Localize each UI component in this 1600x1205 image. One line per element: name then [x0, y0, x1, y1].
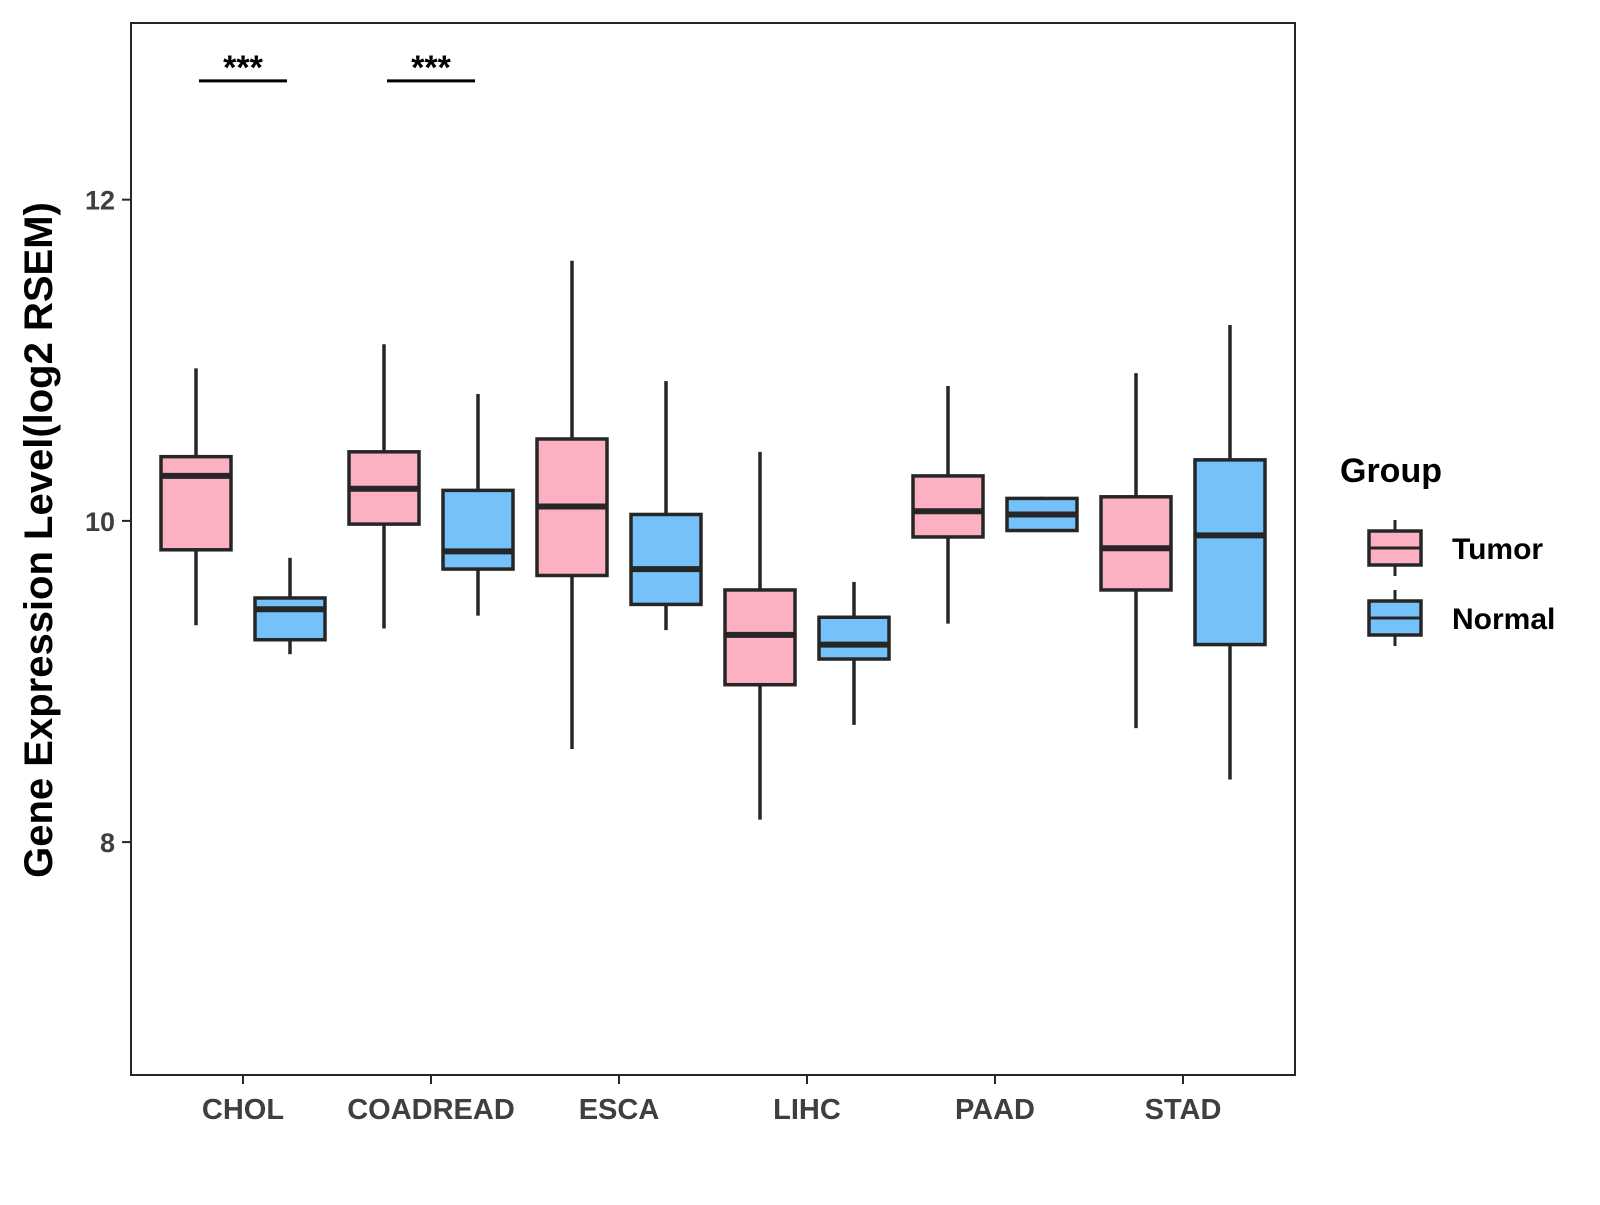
legend-key-tumor: Tumor — [1367, 520, 1543, 576]
y-tick-label: 10 — [85, 507, 115, 537]
box-body — [441, 488, 515, 571]
legend: Group Tumor Normal — [1340, 452, 1555, 646]
box-body — [911, 474, 985, 539]
box-tumor-chol — [159, 368, 233, 626]
plot-panel-border — [130, 22, 1296, 1076]
x-tick-label-esca: ESCA — [579, 1094, 660, 1126]
box-body — [159, 454, 233, 552]
significance-label: *** — [223, 49, 263, 87]
box-body — [629, 512, 703, 607]
box-normal-paad — [1005, 496, 1079, 533]
box-normal-chol — [253, 557, 327, 655]
box-tumor-lihc — [723, 451, 797, 820]
legend-label-tumor: Tumor — [1452, 533, 1543, 566]
box-body — [1193, 458, 1267, 647]
box-body — [1099, 495, 1173, 592]
x-tick-label-chol: CHOL — [202, 1094, 284, 1126]
x-tick-label-stad: STAD — [1145, 1094, 1222, 1126]
legend-key-normal: Normal — [1367, 590, 1555, 646]
box-tumor-coadread — [347, 344, 421, 629]
box-tumor-paad — [911, 385, 985, 624]
box-body — [817, 615, 891, 661]
box-tumor-esca — [535, 260, 609, 749]
x-tick-label-lihc: LIHC — [773, 1094, 841, 1126]
significance-label: *** — [411, 49, 451, 87]
box-normal-esca — [629, 381, 703, 631]
box-normal-lihc — [817, 581, 891, 725]
box-normal-coadread — [441, 394, 515, 616]
legend-title: Group — [1340, 452, 1442, 490]
x-tick-label-coadread: COADREAD — [347, 1094, 515, 1126]
legend-label-normal: Normal — [1452, 603, 1555, 636]
box-normal-stad — [1193, 324, 1267, 780]
y-tick-label: 8 — [100, 828, 115, 858]
y-axis-title: Gene Expression Level(log2 RSEM) — [17, 202, 61, 878]
y-tick-label: 12 — [85, 186, 115, 216]
plot-layer: 8 10 12 CHOL COADREAD ESCA LIHC PAAD STAD *** *** — [85, 22, 1296, 1126]
box-tumor-stad — [1099, 373, 1173, 729]
x-tick-label-paad: PAAD — [955, 1094, 1035, 1126]
box-body — [253, 596, 327, 642]
